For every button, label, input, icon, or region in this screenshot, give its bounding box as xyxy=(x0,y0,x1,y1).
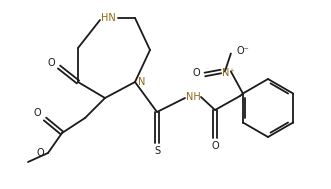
Text: NH: NH xyxy=(186,92,200,102)
Text: O: O xyxy=(33,108,41,118)
Text: N: N xyxy=(138,77,146,87)
Text: O⁻: O⁻ xyxy=(237,46,249,57)
Text: HN: HN xyxy=(101,13,116,23)
Text: O: O xyxy=(192,68,200,78)
Text: O: O xyxy=(47,58,55,68)
Text: N⁺: N⁺ xyxy=(221,68,234,78)
Text: O: O xyxy=(211,141,219,151)
Text: S: S xyxy=(154,146,160,156)
Text: O: O xyxy=(36,148,44,158)
